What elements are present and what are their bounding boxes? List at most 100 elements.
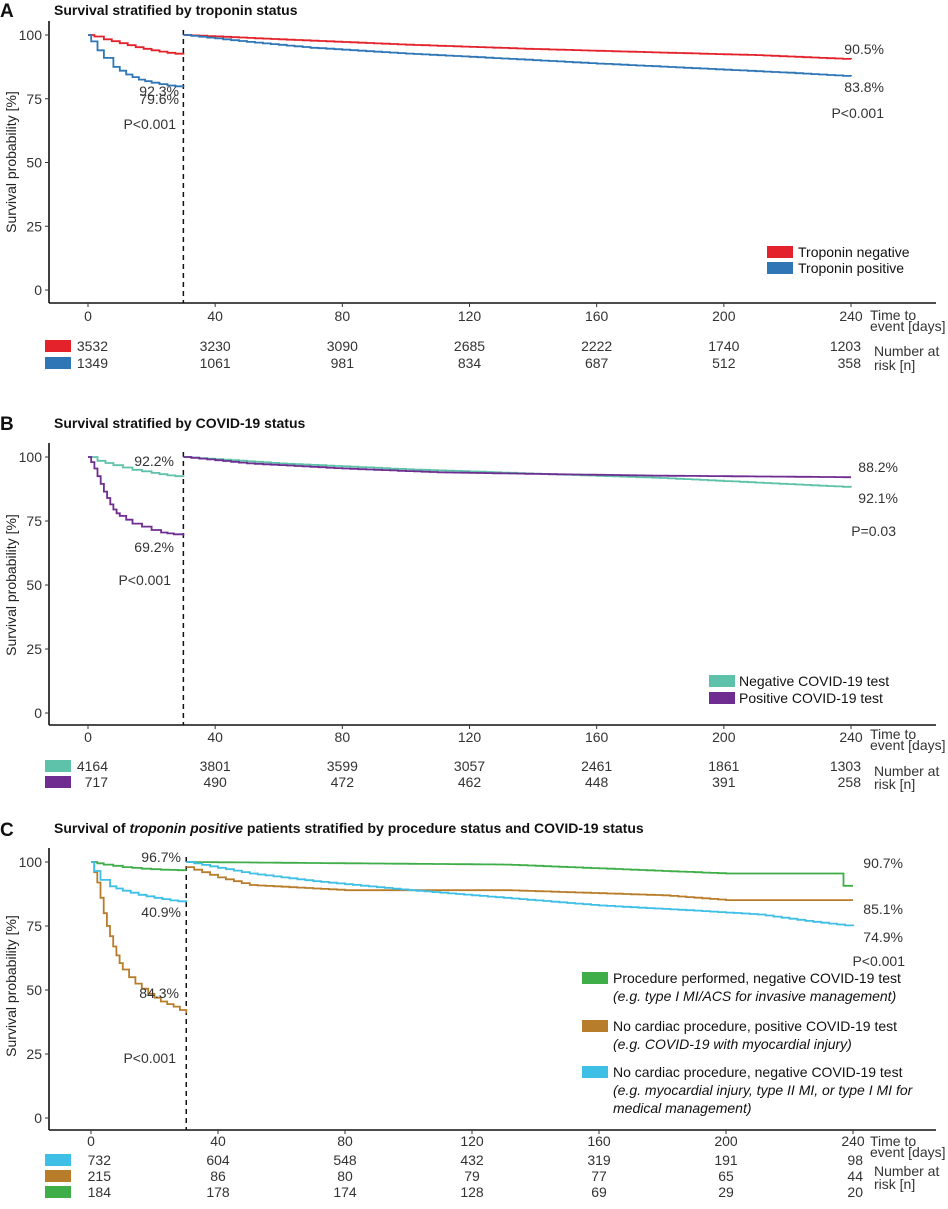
risk-row-swatch xyxy=(45,1186,71,1198)
y-tick-label: 100 xyxy=(19,27,43,43)
panel-title-part: Survival of xyxy=(54,820,129,836)
x-tick-label: 0 xyxy=(84,308,92,324)
legend-label: Troponin negative xyxy=(798,244,910,260)
km-curve-early xyxy=(88,456,185,536)
panel-a: A Survival stratified by troponin status S… xyxy=(0,1,946,373)
x-tick-label: 120 xyxy=(458,729,482,745)
panel-title-part: patients stratified by procedure status … xyxy=(243,820,644,836)
y-tick-label: 25 xyxy=(26,1046,42,1062)
x-tick-label: 80 xyxy=(337,1133,353,1149)
x-axis-label-line2: event [days] xyxy=(870,1144,946,1160)
km-curve-late xyxy=(186,861,854,927)
y-tick-label: 75 xyxy=(26,513,42,529)
panel-title: Survival stratified by troponin status xyxy=(54,2,298,18)
x-tick-label: 200 xyxy=(712,729,736,745)
panel-letter: B xyxy=(0,414,14,435)
risk-value: 2222 xyxy=(581,338,612,354)
late-end-label: 92.1% xyxy=(858,490,898,506)
risk-value: 258 xyxy=(838,774,862,790)
legend-swatch xyxy=(767,262,793,274)
late-end-label: 90.5% xyxy=(844,41,884,57)
risk-table-label-line1: Number at xyxy=(874,1163,939,1179)
x-tick-label: 200 xyxy=(712,308,736,324)
risk-value: 20 xyxy=(847,1184,863,1200)
x-tick-label: 40 xyxy=(210,1133,226,1149)
risk-value: 3230 xyxy=(200,338,231,354)
late-pvalue: P=0.03 xyxy=(851,523,896,539)
risk-row-swatch xyxy=(45,340,71,352)
x-tick-label: 0 xyxy=(87,1133,95,1149)
panel-title: Survival stratified by COVID-19 status xyxy=(54,415,306,431)
risk-value: 604 xyxy=(206,1152,230,1168)
panel-letter: C xyxy=(0,820,14,841)
risk-value: 358 xyxy=(838,355,862,371)
risk-value: 80 xyxy=(337,1168,353,1184)
risk-value: 3801 xyxy=(200,758,231,774)
x-axis-label-line1: Time to xyxy=(870,726,916,742)
x-axis-label-line1: Time to xyxy=(870,1133,916,1149)
km-curve-early xyxy=(88,456,185,478)
km-curve-late xyxy=(183,34,852,77)
risk-value: 1203 xyxy=(830,338,861,354)
y-tick-label: 0 xyxy=(34,705,42,721)
legend-swatch xyxy=(709,675,735,687)
late-end-label: 74.9% xyxy=(863,929,903,945)
legend-swatch xyxy=(582,1020,608,1032)
risk-value: 79 xyxy=(464,1168,480,1184)
early-end-label: 69.2% xyxy=(134,539,174,555)
risk-value: 687 xyxy=(585,355,609,371)
x-tick-label: 240 xyxy=(839,308,863,324)
early-end-label: 40.9% xyxy=(141,904,181,920)
risk-value: 548 xyxy=(333,1152,357,1168)
risk-value: 981 xyxy=(331,355,355,371)
legend-label: Negative COVID-19 test xyxy=(739,673,889,689)
panel-title-part: troponin positive xyxy=(129,820,243,836)
risk-value: 717 xyxy=(85,774,109,790)
x-tick-label: 160 xyxy=(585,308,609,324)
risk-value: 178 xyxy=(206,1184,230,1200)
risk-value: 174 xyxy=(333,1184,357,1200)
km-curve-early xyxy=(88,34,185,55)
y-tick-label: 50 xyxy=(26,155,42,171)
legend-label: No cardiac procedure, negative COVID-19 … xyxy=(613,1064,903,1080)
legend-swatch xyxy=(767,246,793,258)
risk-value: 319 xyxy=(587,1152,611,1168)
early-end-label: 84.3% xyxy=(139,985,179,1001)
risk-row-swatch xyxy=(45,760,71,772)
risk-value: 1061 xyxy=(200,355,231,371)
early-pvalue: P<0.001 xyxy=(123,116,176,132)
risk-value: 3090 xyxy=(327,338,358,354)
early-end-label: 92.2% xyxy=(134,453,174,469)
legend-description: (e.g. COVID-19 with myocardial injury) xyxy=(613,1036,852,1052)
y-tick-label: 25 xyxy=(26,641,42,657)
km-curve-late xyxy=(183,34,852,60)
risk-value: 184 xyxy=(88,1184,112,1200)
legend-label: Troponin positive xyxy=(798,260,904,276)
y-tick-label: 50 xyxy=(26,982,42,998)
risk-value: 29 xyxy=(718,1184,734,1200)
legend-swatch xyxy=(582,1066,608,1078)
late-end-label: 83.8% xyxy=(844,79,884,95)
km-curve-early xyxy=(91,861,188,872)
x-tick-label: 120 xyxy=(458,308,482,324)
risk-value: 86 xyxy=(210,1168,226,1184)
x-axis-label-line2: event [days] xyxy=(870,737,946,753)
y-tick-label: 0 xyxy=(34,282,42,298)
legend-label: Procedure performed, negative COVID-19 t… xyxy=(613,970,901,986)
risk-value: 215 xyxy=(88,1168,112,1184)
x-tick-label: 160 xyxy=(585,729,609,745)
km-curve-late xyxy=(183,456,852,488)
risk-value: 1861 xyxy=(708,758,739,774)
risk-value: 3057 xyxy=(454,758,485,774)
y-tick-label: 75 xyxy=(26,918,42,934)
km-curve-early xyxy=(91,861,188,903)
km-curve-late xyxy=(183,456,851,479)
risk-row-swatch xyxy=(45,776,71,788)
x-axis-label-line2: event [days] xyxy=(870,318,946,334)
late-end-label: 90.7% xyxy=(863,855,903,871)
risk-value: 732 xyxy=(88,1152,112,1168)
risk-value: 44 xyxy=(847,1168,863,1184)
km-curve-late xyxy=(186,866,853,901)
early-pvalue: P<0.001 xyxy=(118,572,171,588)
